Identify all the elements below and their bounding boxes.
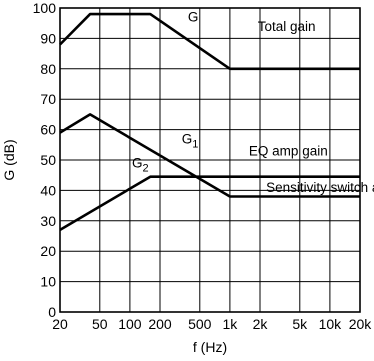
annotation-g1-main: G1 xyxy=(182,131,199,150)
y-tick-label-100: 100 xyxy=(33,0,57,16)
x-tick-label-2k: 2k xyxy=(253,316,269,332)
x-tick-label-500: 500 xyxy=(188,316,212,332)
series-layer xyxy=(60,14,360,230)
y-tick-labels: 0 10 20 30 40 50 60 70 80 90 100 xyxy=(33,0,57,320)
y-tick-label-40: 40 xyxy=(40,182,56,198)
x-tick-labels: 20 50 100 200 500 1k 2k 5k 10k 20k xyxy=(52,316,372,332)
y-tick-label-90: 90 xyxy=(40,30,56,46)
annotations: G Total gain G1 EQ amp gain G2 Sensitivity sw… xyxy=(132,10,374,195)
y-tick-label-10: 10 xyxy=(40,274,56,290)
y-tick-label-30: 30 xyxy=(40,213,56,229)
annotation-total-gain: Total gain xyxy=(258,19,316,34)
x-tick-label-20k: 20k xyxy=(349,316,373,332)
y-axis-label: G (dB) xyxy=(1,139,17,180)
x-tick-label-200: 200 xyxy=(148,316,172,332)
annotation-eq-amp-gain: EQ amp gain xyxy=(249,143,328,158)
x-tick-label-50: 50 xyxy=(92,316,108,332)
x-tick-label-100: 100 xyxy=(118,316,142,332)
annotation-sensitivity-switch: Sensitivity switch amp gain xyxy=(266,180,374,195)
y-tick-label-50: 50 xyxy=(40,152,56,168)
y-tick-label-70: 70 xyxy=(40,91,56,107)
x-tick-label-1k: 1k xyxy=(222,316,238,332)
y-tick-label-80: 80 xyxy=(40,61,56,77)
annotation-g2-main: G2 xyxy=(132,156,149,175)
x-tick-label-5k: 5k xyxy=(292,316,308,332)
y-tick-label-0: 0 xyxy=(48,304,56,320)
y-tick-label-60: 60 xyxy=(40,122,56,138)
annotation-g: G xyxy=(188,10,199,25)
x-tick-label-10k: 10k xyxy=(319,316,343,332)
y-tick-label-20: 20 xyxy=(40,243,56,259)
x-axis-label: f (Hz) xyxy=(193,339,227,355)
